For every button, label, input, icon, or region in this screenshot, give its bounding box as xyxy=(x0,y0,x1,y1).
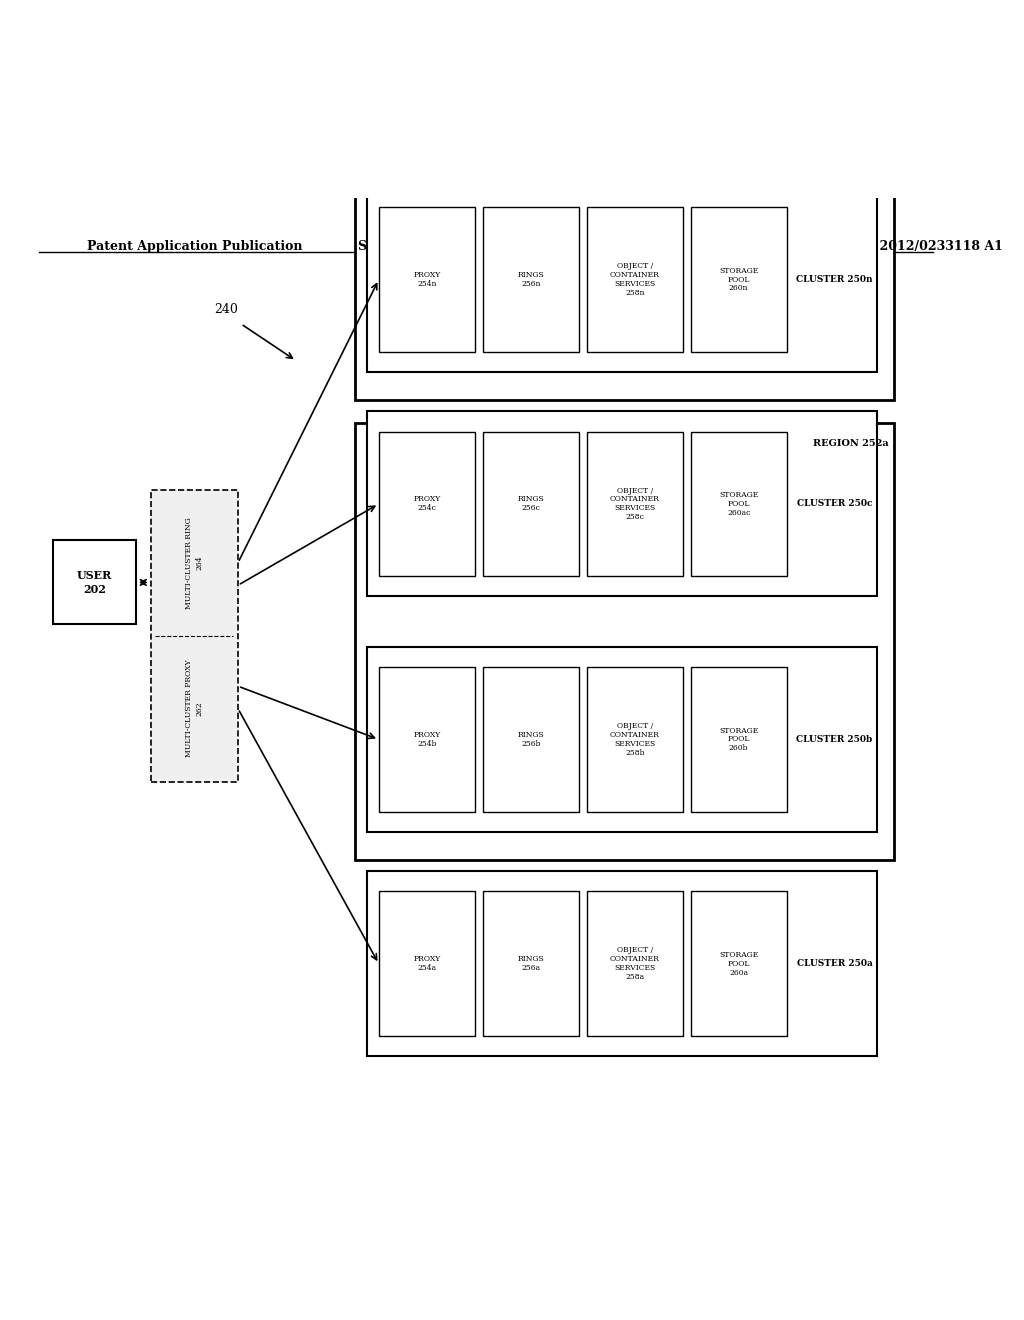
Text: PROXY
254n: PROXY 254n xyxy=(414,271,440,288)
Text: OBJECT /
CONTAINER
SERVICES
258b: OBJECT / CONTAINER SERVICES 258b xyxy=(610,722,659,756)
Text: FIGURE 4: FIGURE 4 xyxy=(758,804,829,818)
FancyBboxPatch shape xyxy=(587,667,683,812)
Text: CLUSTER 250b: CLUSTER 250b xyxy=(796,735,872,744)
FancyBboxPatch shape xyxy=(690,667,786,812)
Text: CLUSTER 250c: CLUSTER 250c xyxy=(797,499,872,508)
Text: STORAGE
POOL
260n: STORAGE POOL 260n xyxy=(719,267,759,293)
Text: RINGS
256b: RINGS 256b xyxy=(517,731,544,748)
FancyBboxPatch shape xyxy=(587,207,683,352)
Text: STORAGE
POOL
260a: STORAGE POOL 260a xyxy=(719,950,759,977)
Text: RINGS
256c: RINGS 256c xyxy=(517,495,544,512)
FancyBboxPatch shape xyxy=(587,891,683,1036)
FancyBboxPatch shape xyxy=(151,490,238,781)
Text: 240: 240 xyxy=(214,304,238,315)
FancyBboxPatch shape xyxy=(690,207,786,352)
Text: USER
202: USER 202 xyxy=(77,570,113,595)
Text: OBJECT /
CONTAINER
SERVICES
258c: OBJECT / CONTAINER SERVICES 258c xyxy=(610,487,659,521)
FancyBboxPatch shape xyxy=(690,432,786,577)
Text: STORAGE
POOL
260b: STORAGE POOL 260b xyxy=(719,726,759,752)
Text: Sep. 13, 2012  Sheet 4 of 12: Sep. 13, 2012 Sheet 4 of 12 xyxy=(357,240,555,252)
FancyBboxPatch shape xyxy=(379,432,475,577)
Text: PROXY
254b: PROXY 254b xyxy=(414,731,440,748)
Text: Patent Application Publication: Patent Application Publication xyxy=(87,240,303,252)
FancyBboxPatch shape xyxy=(368,871,878,1056)
FancyBboxPatch shape xyxy=(368,647,878,832)
FancyBboxPatch shape xyxy=(690,891,786,1036)
FancyBboxPatch shape xyxy=(53,540,136,624)
Text: CLUSTER 250a: CLUSTER 250a xyxy=(797,960,872,969)
Text: OBJECT /
CONTAINER
SERVICES
258n: OBJECT / CONTAINER SERVICES 258n xyxy=(610,263,659,297)
Text: OBJECT /
CONTAINER
SERVICES
258a: OBJECT / CONTAINER SERVICES 258a xyxy=(610,946,659,981)
FancyBboxPatch shape xyxy=(482,432,579,577)
Text: US 2012/0233118 A1: US 2012/0233118 A1 xyxy=(855,240,1002,252)
FancyBboxPatch shape xyxy=(379,207,475,352)
Text: RINGS
256a: RINGS 256a xyxy=(517,956,544,973)
FancyBboxPatch shape xyxy=(354,422,894,861)
FancyBboxPatch shape xyxy=(379,891,475,1036)
Text: MULTI-CLUSTER PROXY
262: MULTI-CLUSTER PROXY 262 xyxy=(185,660,203,758)
Text: PROXY
254c: PROXY 254c xyxy=(414,495,440,512)
Text: STORAGE
POOL
260ac: STORAGE POOL 260ac xyxy=(719,491,759,517)
Text: CLUSTER 250n: CLUSTER 250n xyxy=(796,275,872,284)
Text: PROXY
254a: PROXY 254a xyxy=(414,956,440,973)
FancyBboxPatch shape xyxy=(482,667,579,812)
FancyBboxPatch shape xyxy=(587,432,683,577)
FancyBboxPatch shape xyxy=(368,187,878,372)
FancyBboxPatch shape xyxy=(482,207,579,352)
Text: MULTI-CLUSTER RING
264: MULTI-CLUSTER RING 264 xyxy=(185,517,203,609)
FancyBboxPatch shape xyxy=(379,667,475,812)
FancyBboxPatch shape xyxy=(354,0,894,400)
FancyBboxPatch shape xyxy=(368,412,878,597)
Text: REGION 252a: REGION 252a xyxy=(813,440,889,449)
Text: RINGS
256n: RINGS 256n xyxy=(517,271,544,288)
FancyBboxPatch shape xyxy=(482,891,579,1036)
